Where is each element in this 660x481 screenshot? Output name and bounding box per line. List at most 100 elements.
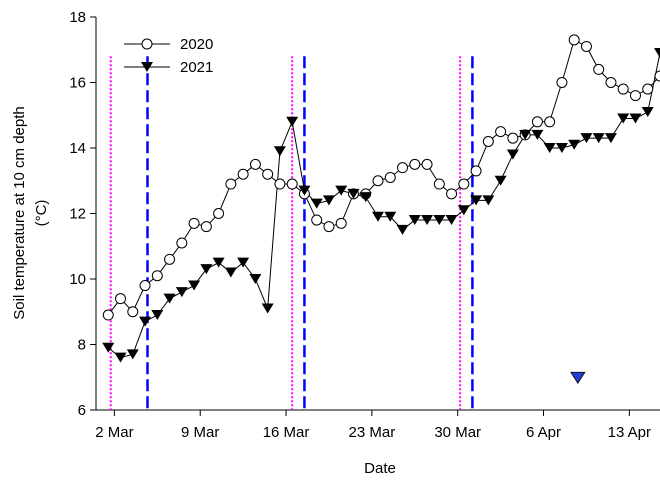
series-2020-point (629, 90, 641, 102)
series-2021-point (249, 274, 262, 284)
series-2020-point (188, 217, 200, 229)
series-2021-point (224, 267, 237, 278)
legend-2021-marker (141, 62, 153, 72)
series-2021-point (237, 257, 250, 268)
series-2020-point (421, 158, 433, 170)
series-2021-point (396, 224, 409, 235)
series-2020-point (372, 175, 384, 187)
legend-2021-label: 2021 (180, 59, 213, 76)
y-tick-label: 18 (69, 9, 86, 26)
series-2021-point (543, 143, 556, 153)
series-2020-point (433, 178, 445, 190)
series-2020-point (176, 237, 188, 249)
legend-2020-label: 2020 (180, 36, 213, 53)
series-2021-point (641, 106, 654, 117)
series-2020-point (556, 77, 568, 88)
series-2021-point (629, 113, 642, 124)
x-tick-label: 16 Mar (263, 424, 310, 441)
series-2021-line (107, 52, 660, 359)
series-2020-point (446, 188, 458, 200)
series-2020-line (107, 39, 660, 316)
series-2020-point (249, 158, 261, 170)
legend: 2020 2021 (124, 36, 213, 76)
series-2021-point (310, 198, 323, 209)
y-axis-title: Soil temperature at 10 cm depth (°C) (11, 106, 50, 319)
y-axis-title-line2: (°C) (33, 200, 50, 227)
series-2020-point (335, 217, 347, 229)
series-2021-point (114, 352, 127, 363)
series-2021-point (421, 215, 434, 226)
x-tick-label: 23 Mar (349, 424, 396, 441)
series-2021-point (188, 280, 201, 291)
series-2020-point (311, 214, 323, 226)
series-2021-point (322, 195, 335, 206)
y-tick-label: 6 (78, 402, 86, 419)
series-2020-point (617, 83, 629, 95)
series-2021-point (139, 316, 152, 327)
series-2020-point (200, 221, 212, 233)
series-2021-point (408, 215, 421, 226)
x-tick-label: 2 Mar (95, 424, 133, 441)
y-tick-label: 16 (69, 75, 86, 92)
legend-2020-marker (141, 38, 153, 50)
series-2021-point (359, 192, 372, 203)
y-tick-label: 10 (69, 271, 86, 288)
series-2020-point (127, 306, 139, 318)
series-2020-point (470, 165, 482, 177)
event-marker-triangle (570, 371, 586, 384)
series-2021-point (568, 139, 581, 150)
series-2020-point (458, 178, 470, 190)
series-2020-point (544, 116, 556, 128)
x-axis-title: Date (364, 460, 396, 477)
series-2020-point (580, 40, 592, 52)
series-2021-point (200, 264, 213, 275)
series-2021-point (286, 116, 299, 127)
series-2020-point (397, 162, 409, 174)
series-2021-point (470, 195, 483, 206)
series-2021-point (654, 48, 660, 59)
y-tick-label: 12 (69, 206, 86, 223)
series-2020-point (151, 270, 163, 282)
series-2021-point (163, 293, 176, 304)
series-2021-point (298, 185, 311, 196)
series-2021-point (494, 175, 507, 186)
series-2020-point (482, 135, 494, 147)
series-2020-point (323, 221, 335, 233)
series-2021-point (261, 303, 274, 314)
series-2021-point (347, 188, 360, 199)
series-2021-point (151, 310, 164, 321)
series-2021-point (212, 257, 225, 268)
series-2021-point (580, 133, 593, 144)
series-2020-point (384, 171, 396, 183)
series-2021-point (482, 195, 495, 206)
series-2020-point (642, 83, 654, 95)
series-2021-point (335, 185, 348, 196)
series-2021-point (445, 215, 458, 226)
x-tick-label: 9 Mar (181, 424, 219, 441)
series-2021-point (617, 113, 630, 124)
series-2021-point (531, 129, 544, 140)
series-2020-point (225, 178, 237, 190)
series-2021-point (457, 205, 470, 216)
series-2020-point (213, 208, 225, 219)
series-2021-point (273, 146, 286, 157)
series-2020-point (274, 178, 286, 190)
series-2021-point (506, 149, 519, 160)
series-2021-point (519, 129, 532, 140)
y-tick-label: 14 (69, 140, 86, 157)
series-2020-point (237, 168, 249, 180)
series-2020-point (605, 77, 617, 88)
series-2020-point (102, 309, 114, 321)
series-2020-point (507, 132, 519, 144)
series-2021-point (433, 215, 446, 226)
series-2021-point (102, 342, 115, 353)
series-2020-point (654, 70, 660, 82)
x-tick-label: 13 Apr (608, 424, 651, 441)
series-2020-point (409, 158, 421, 170)
series-2021-point (175, 287, 188, 298)
series-2020-point (262, 168, 274, 180)
series-2021-point (555, 143, 568, 153)
y-axis-title-line1: Soil temperature at 10 cm depth (11, 106, 28, 319)
series-2020-point (139, 280, 151, 292)
